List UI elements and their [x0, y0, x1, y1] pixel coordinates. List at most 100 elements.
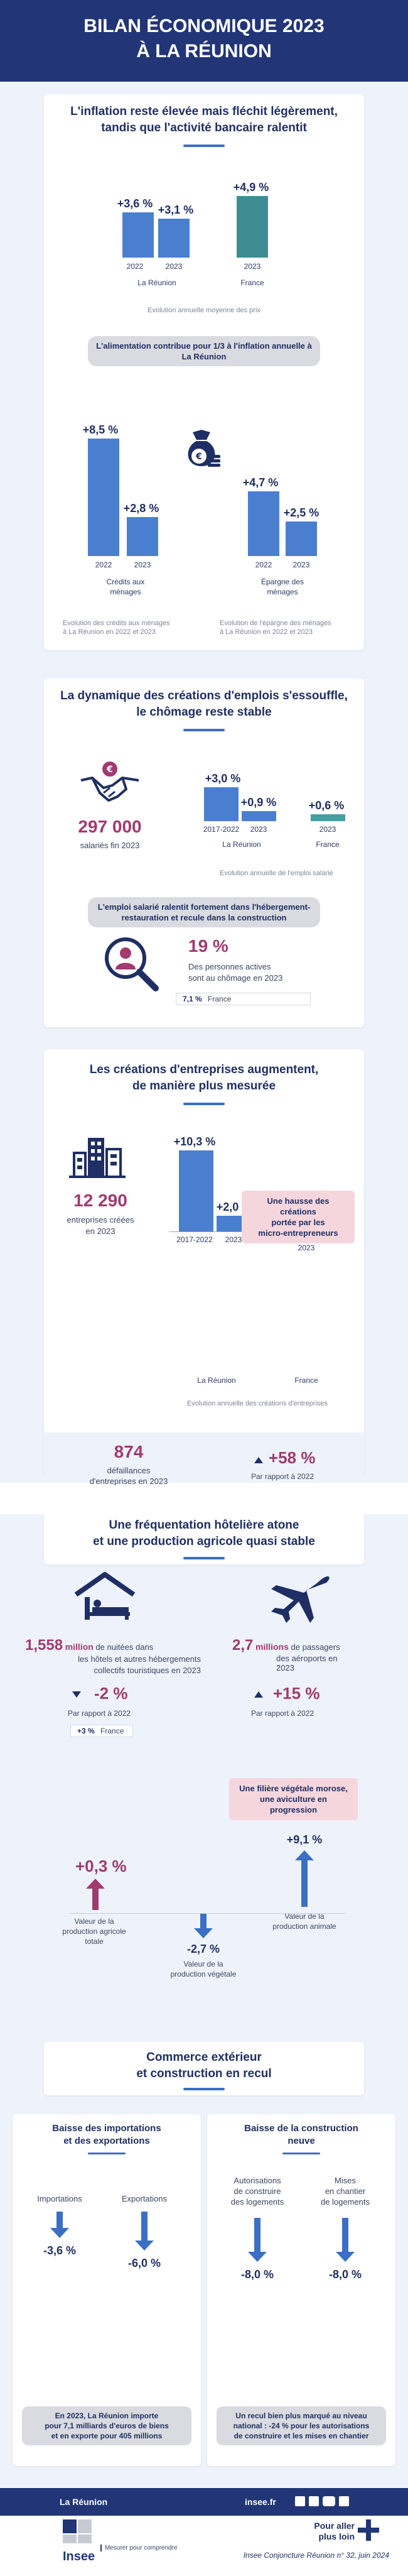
- footer-x-icon[interactable]: [309, 2496, 319, 2506]
- agri-veg-line1: Valeur de la: [183, 1960, 223, 1968]
- defaillances-label-line1: défaillances: [107, 1466, 151, 1475]
- emploi-title-underline: [183, 729, 225, 731]
- created-value: 12 290: [73, 1191, 127, 1210]
- credits-label-line2: ménages: [110, 587, 141, 596]
- prix-tick: 2023: [244, 262, 261, 271]
- tourisme-title-line2: et une production agricole quasi stable: [93, 1535, 315, 1548]
- entreprises-series-label: France: [294, 1376, 318, 1385]
- agri-total-label: Valeur de la production agricole totale: [56, 1916, 132, 1946]
- agri-veg-line2: production végétale: [170, 1970, 237, 1978]
- mises-label: Mises en chantier de logements: [308, 2175, 383, 2207]
- autorisations-value: -8,0 %: [240, 2268, 274, 2281]
- epargne-label-line1: Épargne des: [260, 577, 304, 586]
- credits-label: Crédits aux ménages: [94, 577, 157, 597]
- money-bag-icon: €: [188, 430, 220, 467]
- entreprises-bar: [179, 1150, 213, 1231]
- defaillances-up-icon: [254, 1457, 263, 1463]
- entreprises-chart: +10,3 % +2,0 % -1,0 % 2017-2022 2023 202…: [169, 1125, 352, 1407]
- footer-cta-line2: plus loin: [318, 2531, 355, 2541]
- defaillances-label: défaillances d'entreprises en 2023: [66, 1465, 191, 1487]
- emploi-bar: [311, 814, 345, 821]
- emploi-bar-label: +0,6 %: [308, 799, 345, 812]
- footer-cta[interactable]: Pour aller plus loin: [286, 2521, 355, 2542]
- entreprises-title: Les créations d'entreprises augmentent, …: [44, 1062, 364, 1094]
- entreprises-series-label: La Réunion: [197, 1376, 236, 1385]
- emploi-pill-line1: L'emploi salarié ralentit fortement dans…: [97, 902, 311, 912]
- prix-series-label: France: [240, 278, 264, 287]
- created-label-line2: en 2023: [85, 1226, 115, 1236]
- salaries-value: 297 000: [78, 817, 142, 836]
- epargne-label: Épargne des ménages: [251, 577, 314, 597]
- tourisme-section: [0, 1514, 408, 2036]
- footer-mail-icon[interactable]: [339, 2496, 349, 2506]
- defaillances-change: +58 %: [269, 1448, 316, 1467]
- passagers-value: 2,7: [232, 1637, 254, 1654]
- agri-veg-label: Valeur de la production végétale: [159, 1959, 247, 1979]
- handshake-euro-icon: €: [80, 761, 139, 802]
- inflation-title-line2: tandis que l'activité bancaire ralentit: [101, 121, 307, 134]
- created-label-line1: entreprises créées: [67, 1215, 134, 1225]
- mises-label-line3: de logements: [320, 2197, 370, 2207]
- epargne-tick: 2023: [293, 560, 310, 569]
- buildings-icon: [69, 1138, 126, 1178]
- commerce-left-title-line2: et des exportations: [63, 2136, 150, 2146]
- credits-chart: +8,5 % +2,8 % 2022 2023 Crédits aux ména…: [69, 402, 195, 603]
- footer-site-link[interactable]: insee.fr: [245, 2497, 276, 2507]
- credits-bar-label: +2,8 %: [123, 502, 159, 515]
- hotel-bed-icon: [74, 1572, 136, 1620]
- emploi-bar: [242, 810, 276, 821]
- entreprises-tick: 2023: [298, 1243, 315, 1252]
- exports-value: -6,0 %: [127, 2257, 161, 2269]
- entreprises-pink-callout: Une hausse des créations portée par les …: [242, 1191, 355, 1243]
- salaries-label: salariés fin 2023: [80, 841, 140, 850]
- footer-linkedin-icon[interactable]: [295, 2496, 305, 2506]
- emploi-title-line1: La dynamique des créations d'emplois s'e…: [60, 689, 348, 702]
- nuitees-down-icon: [72, 1691, 81, 1698]
- chomage-label-line2: sont au chômage en 2023: [188, 973, 283, 983]
- footer-youtube-icon[interactable]: [323, 2496, 335, 2506]
- defaillances-panel: [44, 1433, 364, 1483]
- inflation-title: L'inflation reste élevée mais fléchit lé…: [44, 104, 364, 136]
- commerce-left-underline: [88, 2153, 126, 2154]
- chomage-france-label: France: [208, 995, 232, 1003]
- page-header: BILAN ÉCONOMIQUE 2023 À LA RÉUNION: [0, 0, 408, 82]
- passagers-text-line2: des aéroports en 2023: [276, 1654, 338, 1673]
- agri-veg-down-arrow-icon: [194, 1913, 213, 1938]
- passagers-up-icon: [254, 1691, 263, 1698]
- emploi-tick: 2023: [319, 825, 336, 834]
- passagers-text-line1: de passagers: [291, 1642, 340, 1652]
- emploi-series-label: La Réunion: [222, 840, 261, 849]
- prix-bar: [122, 212, 154, 258]
- commerce-right-title: Baisse de la construction neuve: [207, 2122, 395, 2148]
- emploi-pill: L'emploi salarié ralentit fortement dans…: [88, 897, 320, 927]
- commerce-title: Commerce extérieur et construction en re…: [44, 2049, 364, 2082]
- commerce-right-pill-line2: national : -24 % pour les autorisations: [233, 2421, 370, 2430]
- tourisme-title-underline: [183, 1557, 225, 1559]
- inflation-title-line1: L'inflation reste élevée mais fléchit lé…: [70, 105, 338, 118]
- autorisations-label-line3: des logements: [230, 2197, 284, 2207]
- emploi-bar-label: +0,9 %: [240, 795, 277, 809]
- created-label: entreprises créées en 2023: [53, 1214, 148, 1237]
- commerce-right-pill-line1: Un recul bien plus marqué au niveau: [235, 2411, 367, 2420]
- agri-pink-callout: Une filière végétale morose, une avicult…: [229, 1778, 358, 1820]
- inflation-title-underline: [183, 145, 225, 147]
- entreprises-title-underline: [183, 1103, 225, 1105]
- passagers-unit: millions: [255, 1642, 289, 1652]
- nuitees-change-label: Par rapport à 2022: [68, 1709, 131, 1718]
- credits-note: Evolution des crédits aux ménages à La R…: [63, 619, 201, 636]
- nuitees-france-value: +3 %: [77, 1727, 95, 1735]
- agri-pink-line1: Une filière végétale morose,: [239, 1784, 348, 1793]
- mises-label-line2: en chantier: [325, 2186, 366, 2196]
- emploi-title: La dynamique des créations d'emplois s'e…: [44, 688, 364, 721]
- credits-label-line1: Crédits aux: [106, 577, 145, 586]
- chomage-france-benchmark: 7,1 % France: [176, 993, 311, 1005]
- nuitees-change: -2 %: [94, 1684, 128, 1703]
- prix-chart: +3,6 % +3,1 % +4,9 % 2022 2023 2023 La R…: [113, 176, 289, 295]
- imports-value: -3,6 %: [43, 2244, 77, 2257]
- entreprises-tick: 2017-2022: [176, 1235, 213, 1244]
- emploi-chart: +3,0 % +0,9 % +0,6 % 2017-2022 2023 2023…: [201, 754, 364, 867]
- entreprises-tick: 2023: [225, 1235, 242, 1244]
- footer-region: La Réunion: [60, 2497, 108, 2507]
- credits-bar-label: +8,5 %: [82, 423, 119, 436]
- plus-icon[interactable]: [358, 2519, 379, 2541]
